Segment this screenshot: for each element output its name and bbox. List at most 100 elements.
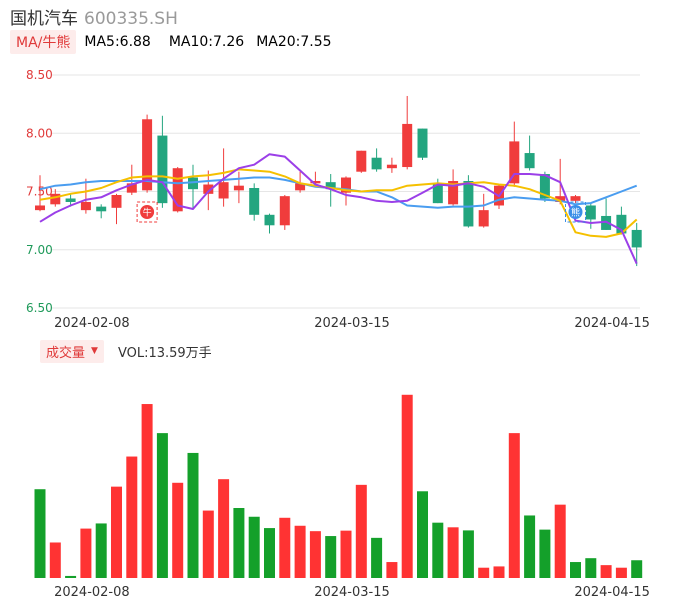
candle-body xyxy=(279,196,290,226)
candle-body xyxy=(264,214,275,226)
volume-bar xyxy=(187,452,199,578)
volume-bar xyxy=(126,456,138,578)
volume-bar xyxy=(371,537,383,578)
stock-header: 国机汽车 600335.SH xyxy=(10,4,178,29)
volume-bar xyxy=(34,489,46,578)
volume-date-label: 2024-04-15 xyxy=(574,585,650,600)
stock-code: 600335.SH xyxy=(84,9,178,29)
volume-bar xyxy=(417,491,428,578)
candle-body xyxy=(142,119,153,191)
candle-body xyxy=(341,177,351,193)
volume-bar xyxy=(279,517,291,578)
ma5-legend: MA5:6.88 xyxy=(84,34,151,50)
ma5-line xyxy=(39,153,638,265)
candle-body xyxy=(601,215,612,230)
volume-bar xyxy=(600,565,612,578)
candle-body xyxy=(249,188,260,215)
candle-body xyxy=(203,184,214,194)
candle-body xyxy=(50,193,61,205)
bull-marker-icon xyxy=(140,205,155,219)
candle-body xyxy=(539,174,550,199)
volume-bar xyxy=(80,528,92,578)
volume-bar xyxy=(493,566,505,578)
candle-body xyxy=(295,183,306,191)
volume-bar xyxy=(462,530,474,578)
candle-body xyxy=(325,182,336,190)
candle-body xyxy=(35,205,45,211)
volume-bar xyxy=(478,567,490,578)
candle-body xyxy=(585,205,596,220)
candle-body xyxy=(218,182,229,199)
y-tick-label: 8.00 xyxy=(26,126,53,140)
marker-frame xyxy=(565,201,586,223)
candle-body xyxy=(631,229,642,248)
candle-body xyxy=(172,168,183,212)
candle-body xyxy=(448,181,459,205)
volume-bar xyxy=(631,560,643,578)
candle-body xyxy=(96,206,107,212)
candle-body xyxy=(616,214,627,234)
volume-bar xyxy=(401,394,413,578)
volume-bar xyxy=(49,542,61,578)
volume-bar xyxy=(264,528,275,578)
ma-indicator-button[interactable]: MA/牛熊 xyxy=(10,30,77,54)
volume-bar xyxy=(309,531,321,578)
volume-bar xyxy=(325,536,337,578)
kline-date-label: 2024-04-15 xyxy=(574,316,650,331)
y-tick-label: 6.50 xyxy=(26,301,53,315)
candle-body xyxy=(65,198,76,202)
volume-bar xyxy=(570,562,581,578)
bear-marker-icon xyxy=(568,205,583,219)
ma-legend: MA/牛熊 MA5:6.88 MA10:7.26 MA20:7.55 xyxy=(10,30,332,54)
candle-body xyxy=(371,157,382,170)
candle-body xyxy=(111,194,122,208)
kline-date-label: 2024-02-08 xyxy=(54,316,130,331)
candle-body xyxy=(417,128,428,158)
candle-body xyxy=(188,177,198,190)
volume-bar xyxy=(156,433,168,578)
volume-value: VOL:13.59万手 xyxy=(117,345,212,361)
ma10-legend: MA10:7.26 xyxy=(168,34,245,50)
volume-bar xyxy=(585,558,597,578)
candle-body xyxy=(432,183,443,204)
volume-bar xyxy=(539,529,551,578)
y-tick-label: 7.00 xyxy=(26,243,53,257)
candle-body xyxy=(386,164,397,169)
candle-body xyxy=(356,150,367,172)
volume-bar xyxy=(233,508,245,578)
volume-bar xyxy=(218,479,230,578)
volume-bar xyxy=(65,575,77,578)
caret-down-icon: ▼ xyxy=(91,346,98,356)
candle-body xyxy=(126,183,137,193)
volume-bar xyxy=(95,523,107,578)
volume-date-label: 2024-03-15 xyxy=(314,585,390,600)
ma20-legend: MA20:7.55 xyxy=(256,34,332,50)
stock-name: 国机汽车 xyxy=(10,9,78,29)
candle-body xyxy=(157,135,168,204)
kline-date-label: 2024-03-15 xyxy=(314,316,390,331)
volume-bar xyxy=(615,567,627,578)
volume-bar xyxy=(432,522,444,578)
volume-bar xyxy=(386,562,398,578)
marker-frame xyxy=(136,201,158,223)
candle-body xyxy=(402,123,413,168)
volume-indicator-button[interactable]: 成交量 ▼ xyxy=(40,339,104,363)
candle-body xyxy=(233,185,244,191)
volume-bar xyxy=(508,433,520,578)
volume-bar xyxy=(447,527,459,578)
candle-body xyxy=(555,196,566,202)
candle-body xyxy=(524,153,535,169)
volume-bar xyxy=(355,484,367,578)
volume-bar xyxy=(111,486,122,578)
volume-bar xyxy=(172,482,184,578)
volume-bar xyxy=(524,515,536,578)
volume-bar xyxy=(340,530,352,578)
volume-button-label: 成交量 xyxy=(46,345,86,361)
candle-body xyxy=(463,181,474,227)
volume-bar xyxy=(141,404,153,578)
marker-label: 牛 xyxy=(143,207,152,219)
volume-bar xyxy=(248,516,260,578)
candle-body xyxy=(310,181,321,184)
volume-bar xyxy=(202,510,214,578)
